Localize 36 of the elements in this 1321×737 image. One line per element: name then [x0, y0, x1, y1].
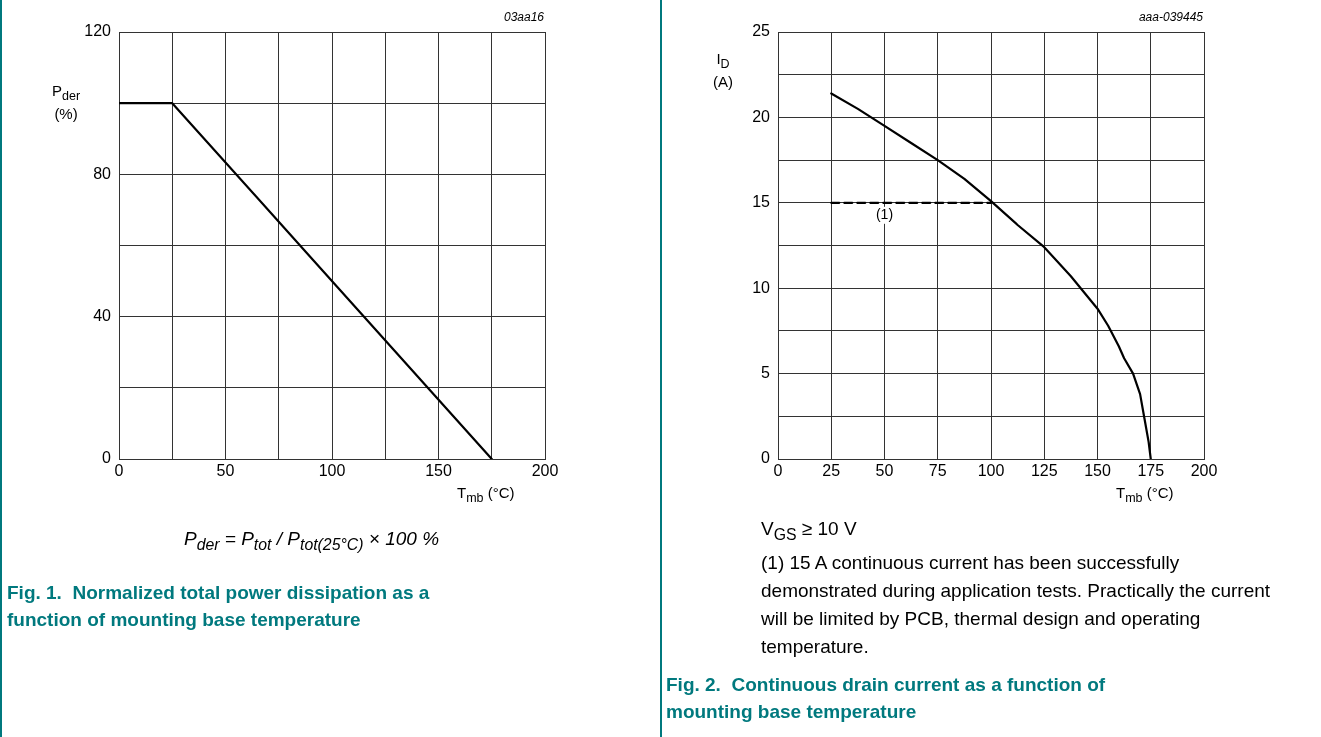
text: V$_{GS}$ ≥ 10 V	[761, 517, 858, 545]
x-axis-title: T$_{mb}$ (°C)	[1116, 484, 1174, 505]
y-tick-label: 5	[761, 364, 771, 382]
x-tick-label: 150	[425, 462, 452, 480]
caption: Fig. 1. Normalized total power dissipation as a function of mounting base temperature	[7, 580, 431, 632]
y-tick-label: 25	[752, 22, 771, 40]
x-tick-label: 125	[1030, 462, 1058, 480]
y-tick-label: 120	[84, 22, 112, 40]
text: (1) 15 A continuous current has been successfully demonstrated during application tests. Practically the current will be limited by PCB, thermal design and operating temperature.	[761, 550, 1272, 659]
y-axis-title: P$_{der}$ (%)	[52, 82, 81, 122]
y-tick-label: 40	[93, 307, 112, 325]
x-tick-label: 0	[773, 462, 783, 480]
text: P$_{der}$ = P$_{tot}$ / P$_{tot(25°C)}$ × 100 %	[182, 527, 441, 555]
text: aaa-039445	[1138, 10, 1203, 24]
caption: Fig. 2. Continuous drain current as a function of mounting base temperature	[666, 672, 1107, 724]
y-tick-label: 10	[752, 278, 771, 296]
y-tick-label: 20	[752, 107, 771, 125]
x-tick-label: 200	[1190, 462, 1218, 480]
x-tick-label: 175	[1137, 462, 1165, 480]
x-axis-title: T$_{mb}$ (°C)	[457, 484, 515, 505]
x-tick-label: 100	[318, 462, 346, 480]
x-tick-label: 0	[114, 462, 124, 480]
x-tick-label: 100	[977, 462, 1005, 480]
text: 03aa16	[503, 10, 544, 24]
annotation: (1)	[875, 205, 894, 222]
y-axis-title: I$_{D}$ (A)	[713, 50, 733, 90]
y-tick-label: 0	[761, 449, 771, 467]
x-tick-label: 50	[216, 462, 235, 480]
x-tick-label: 25	[822, 462, 841, 480]
y-tick-label: 80	[93, 164, 112, 182]
x-tick-label: 150	[1084, 462, 1111, 480]
x-tick-label: 75	[928, 462, 947, 480]
y-tick-label: 0	[102, 449, 112, 467]
x-tick-label: 200	[531, 462, 559, 480]
y-tick-label: 15	[752, 193, 771, 211]
x-tick-label: 50	[875, 462, 894, 480]
